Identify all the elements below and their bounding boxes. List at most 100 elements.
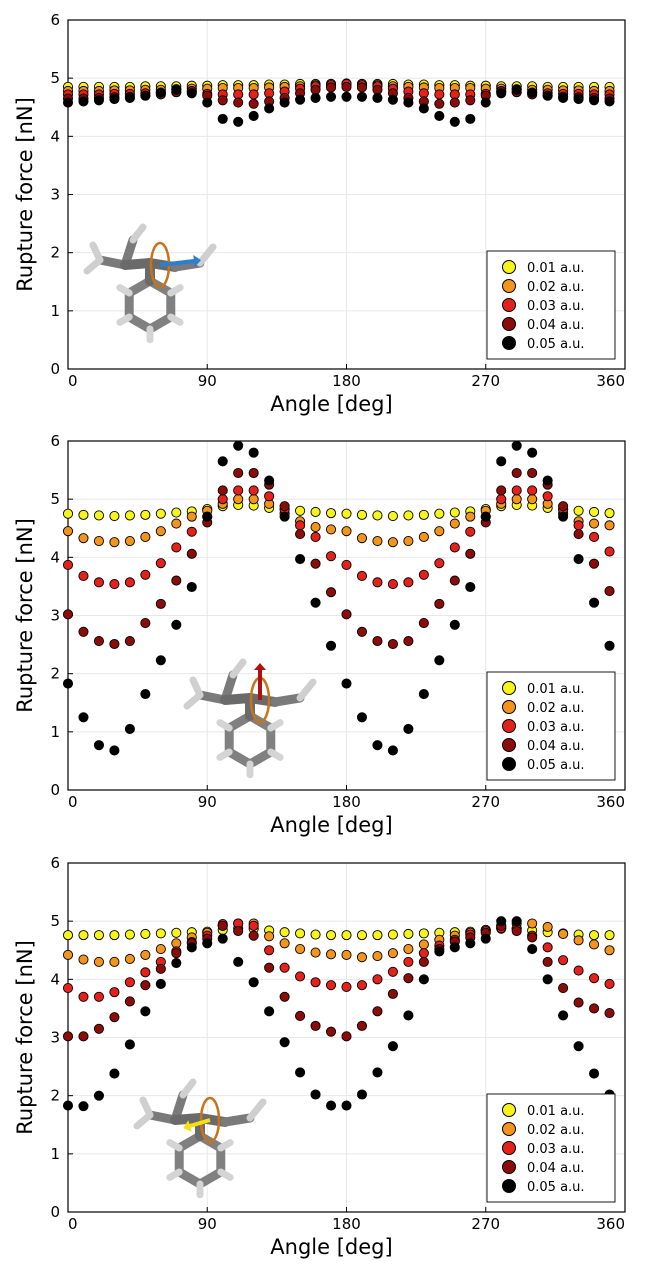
data-point [465,548,476,559]
data-point [573,505,584,516]
data-point [589,1003,600,1014]
data-point [356,509,368,520]
data-point [403,636,414,647]
x-tick-label: 270 [471,1215,500,1233]
data-point [248,110,259,122]
data-point [449,507,460,518]
data-point [124,929,135,940]
data-point [310,506,321,518]
data-point [449,942,460,953]
legend-marker [502,279,516,293]
data-point [341,81,352,92]
data-point [418,974,429,985]
data-point [341,559,352,570]
y-tick-label: 5 [50,490,60,508]
data-point [310,597,321,608]
data-point [573,554,584,565]
data-point [434,98,445,109]
data-point [356,930,368,941]
legend-label: 0.02 a.u. [527,1123,585,1138]
data-point [78,930,89,941]
data-point [356,533,368,544]
data-point [279,501,290,512]
x-tick-label: 0 [68,793,78,811]
data-point [418,956,429,967]
x-tick-label: 360 [596,793,625,811]
data-point [295,971,306,982]
y-tick-label: 1 [50,723,60,741]
x-tick-label: 0 [68,372,78,390]
data-point [109,579,120,590]
data-point [217,485,228,496]
data-point [124,510,135,521]
data-point [527,467,538,479]
y-axis-title: Rupture force [nN] [13,97,37,292]
data-point [140,967,151,978]
data-point [248,447,259,458]
data-point [527,944,538,955]
data-point [264,103,275,114]
legend: 0.01 a.u. 0.02 a.u. 0.03 a.u. 0.04 a.u. 0.05… [486,250,616,360]
data-point [418,531,429,543]
data-point [310,92,321,103]
data-point [325,930,337,941]
y-tick-label: 6 [50,854,60,872]
data-point [387,94,398,105]
data-point [171,619,182,630]
data-point [403,973,414,984]
y-tick-label: 2 [50,244,60,262]
y-tick-label: 6 [50,11,60,29]
data-point [124,1039,135,1050]
data-point [341,981,352,992]
data-point [589,518,600,529]
y-tick-label: 2 [50,665,60,683]
data-point [341,678,352,689]
data-point [279,1037,290,1048]
data-point [78,570,89,581]
y-tick-label: 0 [50,781,60,799]
data-point [573,997,584,1008]
data-point [449,518,460,529]
data-point [140,980,151,991]
data-point [93,636,104,647]
data-point [387,537,398,548]
legend-marker [502,757,516,771]
data-point [140,90,151,101]
data-point [604,586,615,597]
legend-label: 0.03 a.u. [527,720,585,735]
legend: 0.01 a.u. 0.02 a.u. 0.03 a.u. 0.04 a.u. 0.05… [486,1093,616,1203]
data-point [124,577,135,588]
data-point [109,930,120,941]
data-point [248,977,259,988]
legend-label: 0.04 a.u. [527,1161,585,1176]
data-point [310,977,321,988]
data-point [78,533,89,544]
data-point [403,723,414,734]
data-point [109,1012,120,1023]
molecule-inset [83,223,217,344]
data-point [171,518,182,529]
data-point [527,932,538,943]
data-point [418,939,429,950]
data-point [264,945,275,956]
data-point [109,510,120,522]
legend-marker [502,336,516,350]
data-point [248,467,259,479]
data-point [542,974,553,985]
data-point [217,933,228,944]
data-point [62,983,74,994]
data-point [93,577,104,588]
data-point [465,581,476,593]
data-point [124,723,135,734]
data-point [558,955,569,966]
data-point [155,87,166,98]
data-point [573,529,584,540]
data-point [434,526,445,537]
data-point [62,1031,74,1042]
data-point [449,97,460,108]
data-point [233,467,244,479]
data-point [387,579,398,590]
data-point [589,973,600,984]
data-point [511,467,522,479]
